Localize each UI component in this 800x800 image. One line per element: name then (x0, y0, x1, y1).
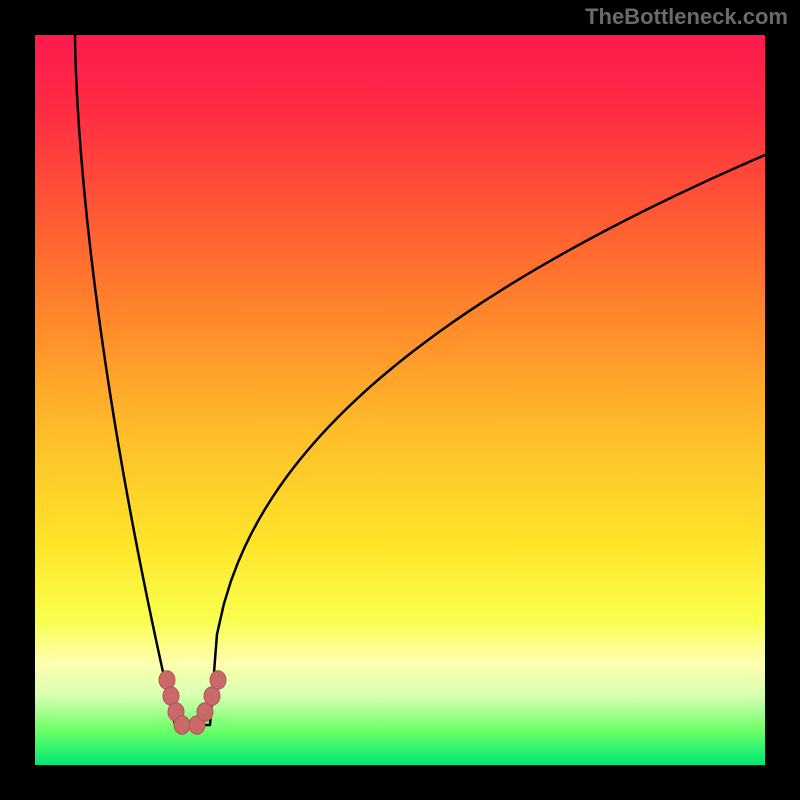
valley-marker (159, 671, 175, 689)
plot-area (35, 35, 765, 765)
watermark-text: TheBottleneck.com (585, 4, 788, 30)
chart-container: TheBottleneck.com (0, 0, 800, 800)
bottleneck-chart (0, 0, 800, 800)
valley-marker (210, 671, 226, 689)
valley-marker (174, 716, 190, 734)
